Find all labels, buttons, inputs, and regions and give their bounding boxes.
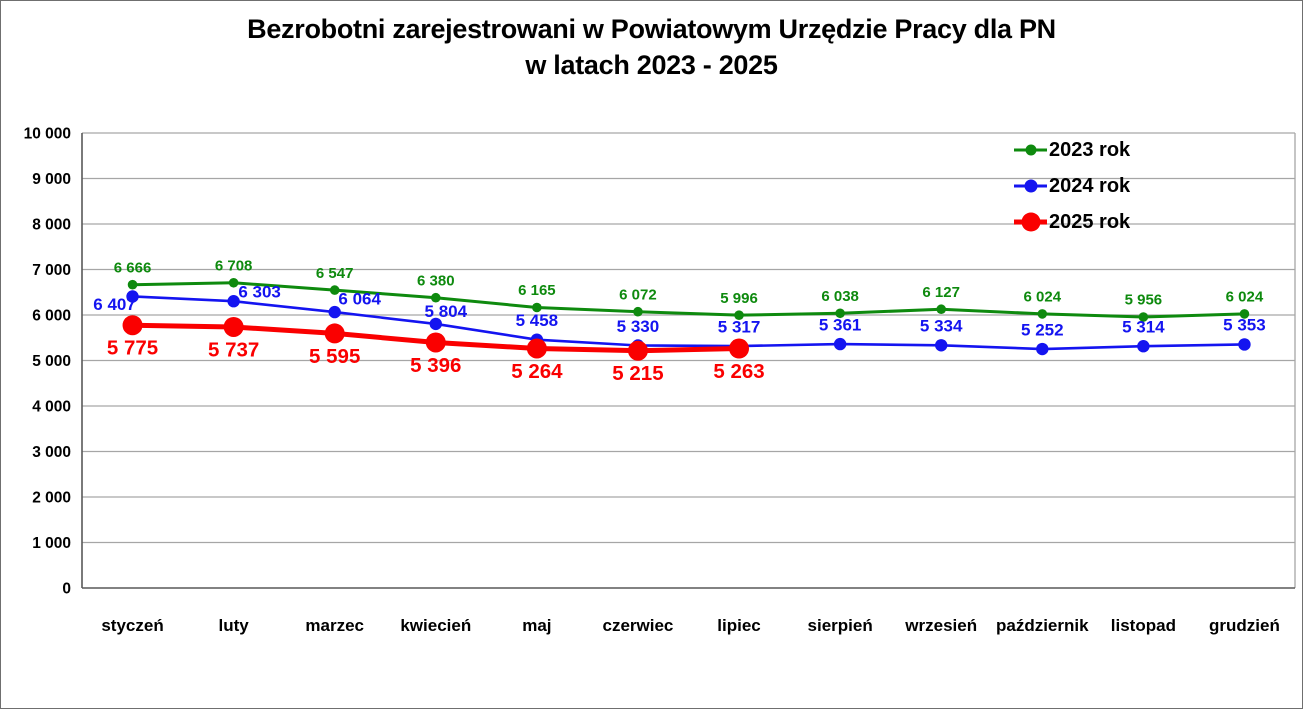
data-point-marker <box>430 292 441 303</box>
data-label: 6 303 <box>238 283 281 302</box>
data-point-marker <box>1138 312 1149 322</box>
y-tick-label: 5 000 <box>32 353 71 370</box>
legend-label-2023: 2023 rok <box>1049 138 1131 161</box>
data-point-marker <box>1037 309 1048 319</box>
data-point-marker <box>1036 342 1049 356</box>
series-line-2023-rok <box>132 281 1245 319</box>
chart-title: Bezrobotni zarejestrowani w Powiatowym U… <box>1 11 1302 83</box>
data-label: 5 353 <box>1223 316 1266 335</box>
legend-label-2025: 2025 rok <box>1049 210 1131 233</box>
y-tick-label: 3 000 <box>32 444 71 461</box>
data-point-marker <box>126 290 139 303</box>
data-point-marker <box>329 285 340 295</box>
data-label: 6 407 <box>93 295 136 314</box>
x-category-label: czerwiec <box>603 616 674 635</box>
y-tick-label: 9 000 <box>32 171 71 188</box>
data-label: 5 330 <box>617 317 660 336</box>
data-label: 6 024 <box>1226 289 1264 306</box>
x-category-label: grudzień <box>1209 616 1280 635</box>
data-point-marker <box>526 338 547 359</box>
data-point-marker <box>1238 338 1251 351</box>
data-label: 5 317 <box>718 317 761 336</box>
data-label: 5 252 <box>1021 320 1064 339</box>
legend-item-2025: 2025 rok <box>1014 204 1130 240</box>
data-label: 5 334 <box>920 317 963 336</box>
y-tick-label: 6 000 <box>32 308 71 325</box>
data-label: 6 547 <box>316 265 354 282</box>
data-point-marker <box>729 338 750 359</box>
legend-item-2023: 2023 rok <box>1014 132 1130 168</box>
legend: 2023 rok 2024 rok 2025 rok <box>1014 132 1130 240</box>
data-label: 6 072 <box>619 286 657 303</box>
legend-marker-2025 <box>1014 211 1047 233</box>
data-label: 5 996 <box>720 290 758 307</box>
data-point-marker <box>532 302 542 313</box>
data-label: 6 666 <box>114 259 152 276</box>
data-point-marker <box>936 304 947 315</box>
data-point-marker <box>627 340 648 361</box>
data-point-marker <box>127 279 138 290</box>
x-category-label: listopad <box>1111 616 1176 635</box>
y-tick-label: 2 000 <box>32 490 71 507</box>
legend-item-2024: 2024 rok <box>1014 168 1130 204</box>
data-point-marker <box>734 310 744 320</box>
data-label: 5 775 <box>107 337 158 360</box>
data-point-marker <box>228 277 239 288</box>
series-line-2024-rok <box>132 295 1245 351</box>
data-label: 5 737 <box>208 338 259 361</box>
legend-marker-2024 <box>1014 175 1047 197</box>
x-category-label: kwiecień <box>400 616 471 635</box>
x-category-label: styczeń <box>101 616 163 635</box>
y-tick-label: 7 000 <box>32 262 71 279</box>
data-label: 5 215 <box>612 362 663 385</box>
data-point-marker <box>122 315 143 336</box>
data-label: 6 038 <box>821 288 859 305</box>
data-label: 5 264 <box>511 360 563 383</box>
chart-title-line2: w latach 2023 - 2025 <box>525 50 778 80</box>
legend-marker-2023 <box>1014 139 1047 161</box>
x-category-label: marzec <box>305 616 364 635</box>
data-label: 5 314 <box>1122 318 1165 337</box>
data-point-marker <box>223 316 244 337</box>
data-label: 6 708 <box>215 257 253 274</box>
data-point-marker <box>328 305 341 319</box>
data-label: 5 458 <box>516 311 559 330</box>
data-point-marker <box>1137 340 1150 353</box>
data-label: 6 165 <box>518 282 556 299</box>
data-label: 6 024 <box>1024 289 1062 306</box>
data-label: 5 595 <box>309 345 360 368</box>
y-tick-label: 1 000 <box>32 535 71 552</box>
data-label: 6 127 <box>922 284 960 301</box>
data-label: 5 396 <box>410 354 461 377</box>
x-category-label: maj <box>522 616 551 635</box>
x-category-label: sierpień <box>808 616 873 635</box>
data-point-marker <box>935 339 948 352</box>
data-point-marker <box>1239 309 1250 319</box>
chart-title-line1: Bezrobotni zarejestrowani w Powiatowym U… <box>247 14 1056 44</box>
x-category-label: październik <box>996 616 1089 635</box>
x-category-label: luty <box>219 616 250 635</box>
data-label: 5 804 <box>425 302 468 321</box>
y-tick-label: 4 000 <box>32 399 71 416</box>
data-label: 6 064 <box>338 289 381 308</box>
y-tick-label: 0 <box>62 581 71 598</box>
y-tick-label: 10 000 <box>24 126 71 143</box>
data-point-marker <box>833 337 847 351</box>
y-tick-label: 8 000 <box>32 217 71 234</box>
data-point-marker <box>425 332 446 353</box>
data-label: 6 380 <box>417 272 455 289</box>
data-label: 5 361 <box>819 315 862 334</box>
data-point-marker <box>227 295 240 308</box>
x-category-label: wrzesień <box>904 616 977 635</box>
data-label: 5 956 <box>1125 292 1163 309</box>
data-point-marker <box>429 317 442 331</box>
x-category-label: lipiec <box>717 616 760 635</box>
legend-label-2024: 2024 rok <box>1049 174 1131 197</box>
data-point-marker <box>633 306 643 317</box>
data-point-marker <box>835 308 845 319</box>
data-point-marker <box>324 323 345 344</box>
data-label: 5 263 <box>713 360 764 383</box>
